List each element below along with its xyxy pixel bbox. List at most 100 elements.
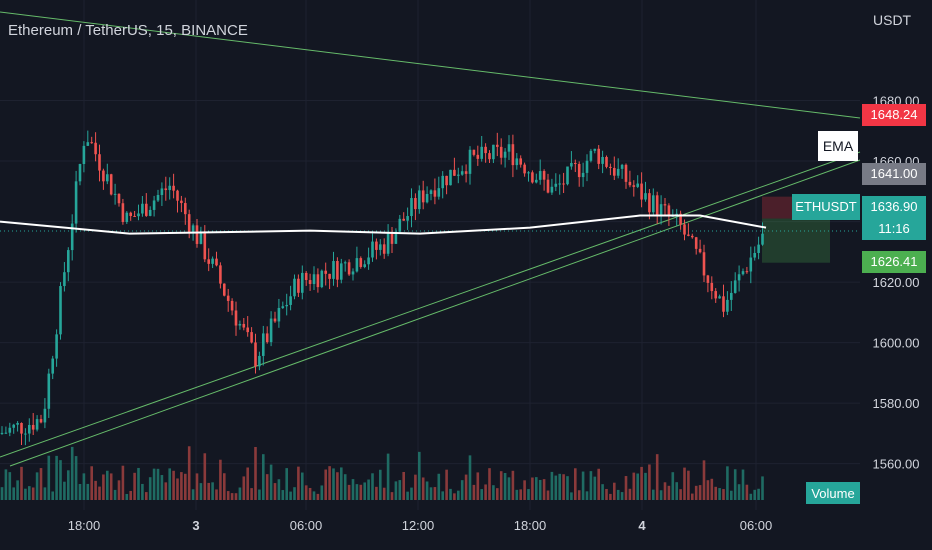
candle-body <box>468 149 472 174</box>
volume-bar <box>394 481 398 500</box>
candle-body <box>28 424 31 434</box>
candle-body <box>359 258 363 267</box>
volume-bar <box>195 473 199 500</box>
candle-body <box>503 151 507 158</box>
candle-body <box>125 212 129 222</box>
candle-body <box>667 205 671 216</box>
volume-bar <box>351 479 355 500</box>
volume-bars <box>0 446 764 500</box>
candle-body <box>507 144 511 152</box>
candle-body <box>184 203 187 215</box>
volume-bar <box>106 470 109 500</box>
candle-body <box>328 273 331 279</box>
candle-body <box>476 154 480 159</box>
volume-bar <box>445 469 448 500</box>
candle-body <box>347 262 351 275</box>
x-tick-label: 18:00 <box>514 518 547 533</box>
candle-body <box>730 292 733 300</box>
candle-body <box>94 142 97 155</box>
volume-bar <box>363 482 366 500</box>
volume-bar <box>554 475 558 500</box>
candle-body <box>24 433 27 435</box>
volume-bar <box>414 474 417 500</box>
currency-label[interactable]: USDT <box>873 12 912 28</box>
volume-bar <box>503 472 507 500</box>
volume-bar <box>121 465 125 500</box>
candle-body <box>636 183 639 187</box>
chart-title: Ethereum / TetherUS, 15, BINANCE <box>8 22 248 39</box>
candle-body <box>527 172 530 174</box>
candle-body <box>4 432 8 434</box>
candle-body <box>589 150 593 161</box>
volume-bar <box>332 468 335 500</box>
volume-label[interactable]: Volume <box>806 482 860 504</box>
volume-bar <box>577 490 581 500</box>
candle-body <box>102 170 105 182</box>
volume-bar <box>277 479 281 500</box>
volume-bar <box>47 455 51 500</box>
volume-bar <box>273 483 277 500</box>
volume-bar <box>453 493 456 500</box>
candle-body <box>293 278 296 297</box>
volume-bar <box>20 466 23 500</box>
candle-body <box>453 169 456 176</box>
volume-bar <box>492 485 495 500</box>
volume-bar <box>12 487 15 500</box>
y-tick-label: 1600.00 <box>873 336 920 351</box>
volume-bar <box>242 476 246 500</box>
volume-bar <box>367 479 370 500</box>
volume-bar <box>129 490 132 500</box>
candle-body <box>531 172 534 183</box>
price-tag-countdown: 11:16 <box>862 218 926 240</box>
volume-bar <box>297 466 300 500</box>
candle-body <box>82 145 86 164</box>
ema-line <box>0 214 767 235</box>
volume-bar <box>293 487 296 500</box>
volume-bar <box>137 467 140 500</box>
candle-body <box>113 193 117 195</box>
volume-bar <box>609 493 612 500</box>
candle-body <box>733 280 737 293</box>
volume-bar <box>648 464 651 500</box>
volume-bar <box>254 446 257 500</box>
x-axis[interactable]: 18:00 3 06:00 12:00 18:00 4 06:00 <box>68 518 773 533</box>
candle-body <box>145 203 148 216</box>
candle-body <box>187 214 191 233</box>
candle-body <box>687 234 690 236</box>
volume-bar <box>437 473 441 500</box>
volume-bar <box>406 491 409 500</box>
volume-bar <box>207 482 210 500</box>
candle-body <box>320 270 324 288</box>
volume-bar <box>98 486 101 500</box>
candle-body <box>351 271 355 275</box>
volume-bar <box>749 493 753 500</box>
candle-body <box>433 190 437 197</box>
candle-body <box>238 323 242 326</box>
candle-body <box>749 257 753 272</box>
volume-bar <box>172 470 175 500</box>
candle-body <box>706 275 710 283</box>
volume-bar <box>402 471 405 500</box>
candle-body <box>398 218 402 232</box>
candle-body <box>437 188 441 197</box>
candle-body <box>133 215 136 217</box>
volume-bar <box>16 480 19 500</box>
candle-body <box>620 164 624 169</box>
volume-bar <box>476 472 480 500</box>
candle-body <box>425 193 429 203</box>
volume-bar <box>230 493 234 500</box>
volume-bar <box>59 460 62 500</box>
volume-bar <box>265 474 269 500</box>
candle-body <box>722 296 725 312</box>
volume-bar <box>687 470 690 500</box>
candle-body <box>558 183 561 185</box>
volume-bar <box>340 467 343 500</box>
ema-legend-label[interactable]: EMA <box>818 131 858 161</box>
candle-body <box>16 422 19 425</box>
candle-body <box>745 271 749 273</box>
volume-bar <box>304 485 308 500</box>
candle-body <box>613 167 616 176</box>
candle-body <box>55 334 58 359</box>
